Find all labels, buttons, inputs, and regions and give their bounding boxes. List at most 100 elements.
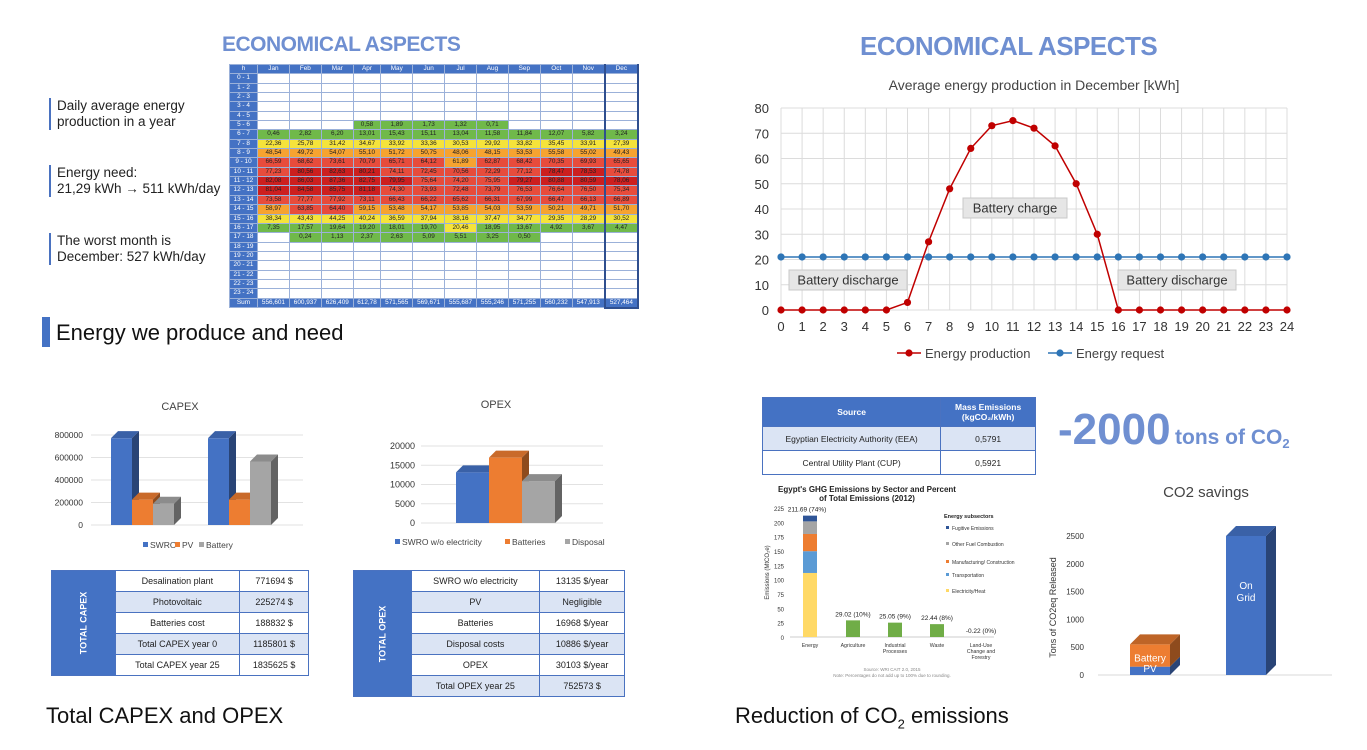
heat-cell: 53,85	[444, 204, 477, 215]
bar-label: On Grid	[1237, 581, 1256, 604]
heat-cell: 29,35	[539, 213, 573, 224]
heat-cell	[571, 260, 606, 271]
heat-cell: 53,59	[507, 204, 541, 215]
legend-swatch	[565, 539, 570, 544]
heat-cell: 13,01	[352, 129, 382, 140]
series-point	[1262, 306, 1270, 314]
cost-item: Disposal costs	[410, 633, 541, 655]
x-tick: 24	[1280, 319, 1294, 334]
x-tick: Agriculture	[841, 643, 866, 649]
cost-value: 16968 $/year	[539, 612, 625, 634]
heat-cell: 66,43	[380, 194, 414, 206]
legend-swatch	[199, 542, 204, 547]
heat-cell: 73,79	[476, 185, 509, 196]
bar-battery	[1130, 644, 1170, 667]
heat-cell: 72,29	[476, 166, 509, 178]
heat-col-month: Jan	[257, 63, 290, 75]
heat-cell: 5,82	[571, 129, 606, 140]
heat-cell: 77,92	[320, 194, 354, 206]
series-point	[1009, 117, 1017, 125]
bar	[229, 499, 250, 525]
y-tick: 25	[777, 622, 784, 628]
series-point	[988, 253, 996, 261]
series-point	[777, 306, 785, 314]
x-tick: 11	[1006, 319, 1020, 334]
cost-row: OPEX 30103 $/year	[354, 654, 625, 676]
heat-cell: 75,64	[412, 176, 446, 187]
heat-row: 13 - 14 73,58 77,77 77,92 73,11 66,43 66,22 65,…	[229, 194, 640, 206]
series-point	[1009, 253, 1017, 261]
heat-row: 22 - 23	[229, 278, 640, 290]
x-tick: 9	[967, 319, 974, 334]
heat-cell	[257, 92, 290, 103]
series-point	[861, 253, 869, 261]
legend-swatch	[175, 542, 180, 547]
heat-cell: 12,07	[539, 129, 573, 140]
chart-title: CO2 savings	[1163, 484, 1249, 501]
x-tick-line: Industrial	[884, 643, 905, 649]
heat-cell: 18,95	[476, 222, 509, 234]
annotation-label: Battery discharge	[1126, 273, 1227, 288]
heat-cell	[476, 278, 509, 290]
heat-hour: 13 - 14	[229, 194, 258, 206]
heat-cell	[603, 73, 640, 84]
series-point	[1241, 306, 1249, 314]
series-point	[1177, 253, 1186, 261]
legend-swatch	[395, 539, 400, 544]
heat-cell: 48,06	[444, 148, 477, 159]
series-point	[1156, 306, 1165, 314]
heat-cell	[571, 92, 606, 103]
x-tick: 3	[841, 319, 848, 334]
heat-cell	[257, 73, 290, 84]
bar-on-grid-side	[1266, 526, 1276, 675]
x-tick: 16	[1111, 319, 1125, 334]
heat-cell	[603, 260, 640, 271]
x-tick: Land-Use Change and Forestry	[967, 643, 995, 661]
heat-cell: 86,03	[288, 176, 322, 187]
heat-cell	[507, 101, 541, 112]
heat-hour: 23 - 24	[229, 288, 258, 299]
heat-hour: 0 - 1	[229, 73, 258, 84]
heat-cell	[507, 120, 541, 131]
heat-cell: 66,59	[257, 157, 290, 168]
heat-cell: 33,82	[507, 138, 541, 150]
heat-cell	[412, 278, 446, 290]
heat-cell	[257, 288, 290, 299]
series-point	[1220, 253, 1228, 261]
heat-cell	[288, 110, 322, 122]
legend-title: Energy subsectors	[944, 514, 994, 520]
series-point	[1283, 253, 1291, 261]
heat-cell: 29,92	[476, 138, 509, 150]
heat-sum-row: Sum 556,601 600,937 626,409 612,78 571,565 569…	[229, 297, 640, 309]
heat-cell: 11,84	[507, 129, 541, 140]
bar-pv-side	[1170, 656, 1180, 675]
y-tick: 70	[755, 126, 769, 141]
annotation-box	[962, 197, 1068, 219]
x-tick: 14	[1069, 319, 1083, 334]
cost-item: Total CAPEX year 25	[114, 654, 241, 676]
chart-title: Average energy production in December [k…	[889, 77, 1180, 93]
heat-row: 16 - 17 7,35 17,57 19,64 19,20 18,01 19,70 20,4…	[229, 222, 640, 234]
cost-value: 188832 $	[239, 612, 309, 634]
bar-label: Battery	[1134, 654, 1166, 665]
heat-cell	[352, 250, 382, 262]
heat-col-month: May	[380, 63, 414, 75]
heat-cell: 74,30	[380, 185, 414, 196]
heat-row: 15 - 16 38,34 43,43 44,25 40,24 36,59 37,94 38,…	[229, 213, 640, 224]
y-tick: 5000	[395, 499, 415, 509]
bar-top	[456, 465, 496, 473]
legend-label: Fugitive Emissions	[952, 526, 994, 532]
y-tick: 500	[1071, 643, 1085, 652]
bar	[208, 438, 229, 525]
heat-cell: 37,47	[476, 213, 509, 224]
capex-chart: CAPEX 0 200000 400000 600000 800000 SWRO PV Batt…	[55, 401, 303, 550]
energy-heat-table: h Jan Feb Mar Apr May Jun Jul Aug Sep Oct Nov Dec 0 …	[229, 63, 640, 309]
heat-cell: 66,13	[571, 194, 606, 206]
y-tick: 80	[755, 101, 769, 116]
heat-cell	[288, 250, 322, 262]
heat-row: 3 - 4	[229, 101, 640, 112]
cost-item: OPEX	[410, 654, 541, 676]
bar	[456, 472, 489, 523]
heat-col-month: Jul	[444, 63, 477, 75]
heat-cell: 50,75	[412, 148, 446, 159]
